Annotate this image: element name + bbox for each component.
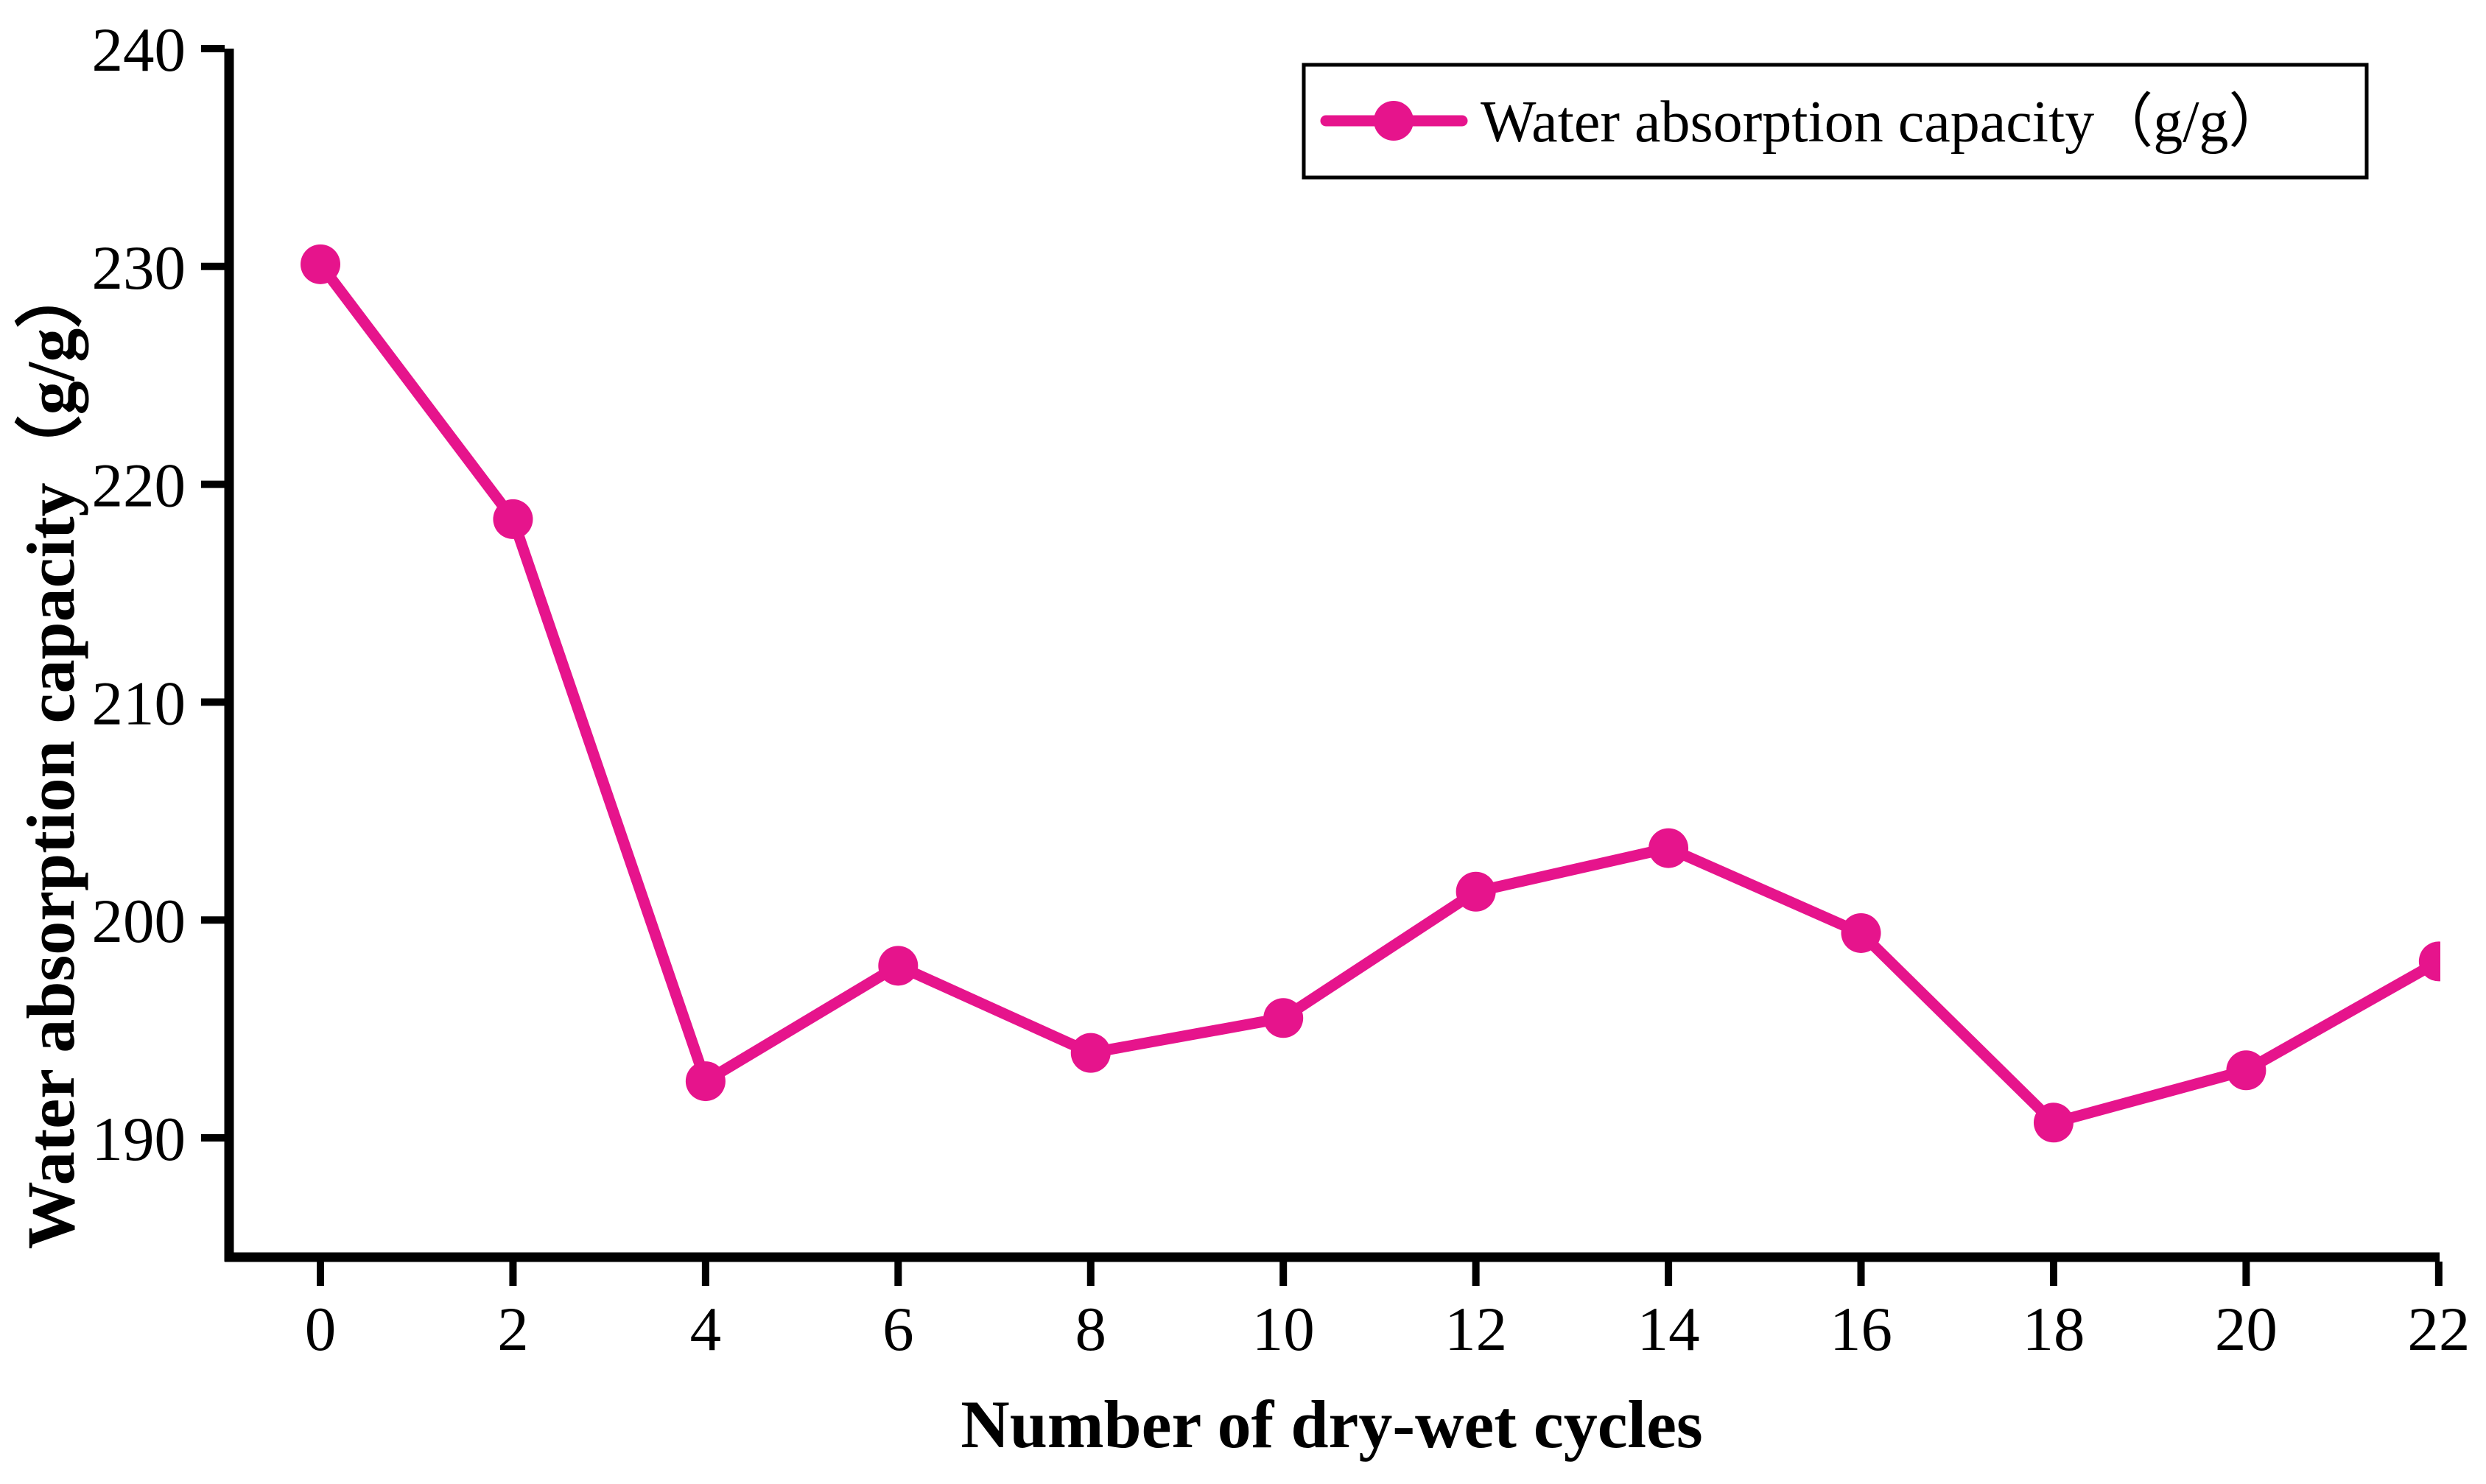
legend: Water absorption capacity（g/g） — [1302, 63, 2369, 180]
x-tick-label: 16 — [1830, 1295, 1892, 1364]
x-tick-label: 0 — [305, 1295, 337, 1364]
x-tick-label: 2 — [497, 1295, 529, 1364]
x-tick-label: 22 — [2407, 1295, 2470, 1364]
x-axis-title: Number of dry-wet cycles — [961, 1387, 1702, 1462]
data-point — [301, 244, 340, 284]
x-tick-label: 4 — [690, 1295, 722, 1364]
data-point — [1456, 871, 1496, 912]
data-point — [2033, 1103, 2074, 1143]
legend-marker-icon — [1374, 101, 1414, 141]
y-tick-label: 240 — [92, 15, 186, 85]
y-tick-label: 200 — [92, 887, 186, 956]
x-tick-label: 18 — [2022, 1295, 2085, 1364]
series-markers — [301, 244, 2440, 1143]
x-tick-label: 12 — [1444, 1295, 1507, 1364]
data-series — [301, 244, 2440, 1143]
series-line — [315, 259, 2440, 1128]
x-tick-label: 10 — [1252, 1295, 1315, 1364]
x-tick-label: 20 — [2215, 1295, 2278, 1364]
data-point — [685, 1061, 726, 1102]
y-axis-title: Water absorption capacity（g/g） — [13, 261, 88, 1250]
x-tick-label: 8 — [1075, 1295, 1107, 1364]
data-point — [493, 499, 533, 539]
x-tick-label: 14 — [1637, 1295, 1700, 1364]
data-point — [1070, 1033, 1111, 1073]
y-tick-label: 230 — [92, 233, 186, 303]
legend-border — [1302, 63, 2369, 180]
x-axis-ticks: 0 2 4 6 8 10 12 14 16 18 20 22 — [305, 1262, 2470, 1364]
data-point — [878, 946, 919, 986]
data-point — [1263, 998, 1304, 1038]
x-tick-label: 6 — [882, 1295, 914, 1364]
y-tick-label: 190 — [92, 1105, 186, 1174]
data-point — [1841, 912, 1881, 953]
legend-label: Water absorption capacity（g/g） — [1481, 90, 2287, 155]
y-tick-label: 210 — [92, 669, 186, 738]
y-tick-label: 220 — [92, 451, 186, 521]
y-axis-ticks: 240 230 220 210 200 190 — [92, 15, 225, 1174]
data-point — [2226, 1050, 2266, 1091]
data-point — [2418, 941, 2440, 982]
data-point — [1648, 828, 1689, 868]
